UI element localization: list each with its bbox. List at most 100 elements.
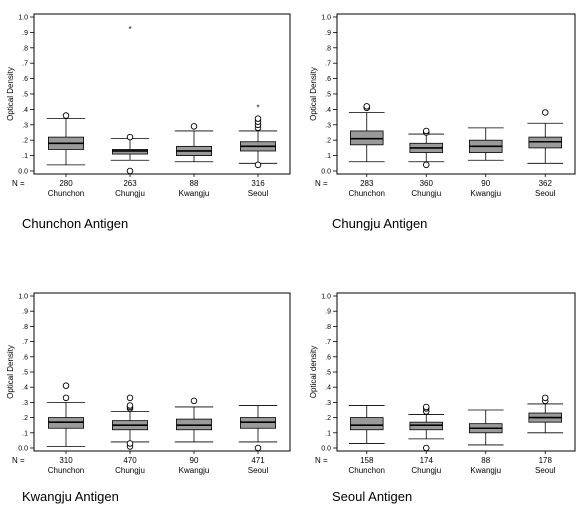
y-tick-label: .7: [22, 339, 28, 346]
boxplot-seoul: [527, 394, 564, 434]
outlier-point: [363, 103, 371, 110]
outlier-point: [126, 394, 134, 402]
y-tick-label: .4: [325, 107, 331, 114]
outlier-point: [423, 444, 430, 452]
x-category-label: Chungju: [411, 189, 441, 198]
y-tick-label: .6: [325, 354, 331, 361]
y-tick-label: 1.0: [18, 294, 28, 301]
boxplot-chungju: [408, 127, 445, 169]
extreme-point: *: [128, 25, 131, 34]
outlier-point: [542, 394, 549, 402]
outlier-point: [190, 397, 198, 405]
n-count: 471: [251, 456, 265, 465]
x-category-label: Chunchon: [48, 466, 84, 475]
boxplot-seoul: *: [238, 103, 278, 169]
boxplot-chunchon: [46, 112, 86, 166]
outlier-point: [542, 109, 549, 116]
x-category-label: Chunchon: [48, 189, 84, 198]
x-category-label: Chungju: [115, 189, 145, 198]
outlier-point: [423, 127, 430, 135]
n-prefix: N =: [315, 456, 328, 465]
n-count: 88: [481, 456, 490, 465]
y-tick-label: .8: [325, 324, 331, 331]
y-tick-label: .5: [22, 370, 28, 377]
y-tick-label: 0.0: [321, 446, 331, 453]
x-category-label: Chunchon: [349, 466, 385, 475]
y-tick-label: .5: [22, 92, 28, 99]
x-category-label: Kwangju: [179, 189, 210, 198]
y-tick-label: .4: [22, 385, 28, 392]
outlier-point: [62, 112, 70, 119]
n-count: 470: [123, 456, 137, 465]
boxplot-kwangju: [174, 123, 214, 163]
n-prefix: N =: [12, 179, 25, 188]
outlier-point: [423, 403, 430, 411]
y-tick-label: 1.0: [18, 15, 28, 22]
boxplot-kwangju: [174, 397, 214, 443]
n-count: 158: [360, 456, 374, 465]
x-category-label: Kwangju: [470, 466, 501, 475]
chart-panel-2: 0.0 .1 .2 .3 .4 .5 .6 .7 .8 .9 1.0 Optical Density N…: [309, 13, 576, 231]
chart-panel-3: 0.0 .1 .2 .3 .4 .5 .6 .7 .8 .9 1.0 Optical Density N…: [6, 292, 291, 504]
chart-caption: Kwangju Antigen: [22, 489, 119, 504]
y-tick-label: .6: [22, 354, 28, 361]
y-tick-label: 0.0: [18, 169, 28, 176]
y-tick-label: .6: [325, 76, 331, 83]
y-tick-label: 1.0: [321, 294, 331, 301]
y-axis-label: Optical Density: [309, 67, 318, 121]
y-tick-label: .7: [22, 61, 28, 68]
x-category-label: Chunchon: [349, 189, 385, 198]
y-tick-label: .5: [325, 370, 331, 377]
y-tick-label: .4: [325, 385, 331, 392]
chart-caption: Seoul Antigen: [332, 489, 412, 504]
chart-panel-1: 0.0 .1 .2 .3 .4 .5 .6 .7 .8 .9 1.0 Optical Density N…: [6, 13, 291, 231]
y-tick-label: .8: [22, 45, 28, 52]
n-count: 310: [59, 456, 73, 465]
boxplot-chunchon: [348, 103, 385, 163]
y-tick-label: .2: [325, 415, 331, 422]
n-count: 174: [420, 456, 434, 465]
y-tick-label: .9: [22, 309, 28, 316]
outlier-point: [62, 382, 70, 389]
y-tick-label: .9: [22, 30, 28, 37]
x-category-label: Chungju: [411, 466, 441, 475]
outlier-point: [126, 167, 134, 175]
y-tick-label: .7: [325, 339, 331, 346]
extreme-point: *: [256, 103, 259, 112]
outlier-point: [254, 115, 262, 122]
y-tick-label: .9: [325, 309, 331, 316]
boxplot-chunchon: [348, 405, 385, 444]
y-tick-label: .8: [325, 45, 331, 52]
y-tick-label: .3: [22, 122, 28, 129]
y-tick-label: .3: [325, 122, 331, 129]
y-tick-label: .2: [325, 138, 331, 145]
y-tick-label: .8: [22, 324, 28, 331]
n-count: 316: [251, 179, 265, 188]
plot-frame: [336, 13, 576, 175]
n-count: 90: [481, 179, 490, 188]
n-count: 88: [190, 179, 199, 188]
boxplot-kwangju: [467, 127, 504, 161]
boxplot-seoul: [527, 109, 564, 164]
y-tick-label: .4: [22, 107, 28, 114]
boxplot-chungju: [408, 403, 445, 452]
outlier-point: [126, 133, 134, 141]
y-tick-label: .3: [22, 400, 28, 407]
y-tick-label: .6: [22, 76, 28, 83]
y-tick-label: 0.0: [18, 446, 28, 453]
chart-caption: Chunchon Antigen: [22, 216, 128, 231]
y-tick-label: 1.0: [321, 15, 331, 22]
n-prefix: N =: [12, 456, 25, 465]
n-count: 280: [59, 179, 73, 188]
y-tick-label: .2: [22, 415, 28, 422]
outlier-point: [254, 444, 262, 452]
y-tick-label: .1: [22, 153, 28, 160]
n-prefix: N =: [315, 179, 328, 188]
y-axis-label: Optical Density: [6, 67, 15, 121]
outlier-point: [126, 440, 134, 447]
boxplot-chungju: *: [110, 25, 150, 175]
x-category-label: Seoul: [535, 466, 556, 475]
y-tick-label: .1: [325, 153, 331, 160]
x-category-label: Kwangju: [470, 189, 501, 198]
